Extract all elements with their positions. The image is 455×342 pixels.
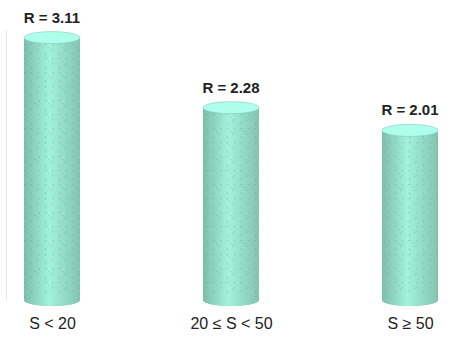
cylinder-texture [24, 38, 80, 300]
cylinder-texture [203, 108, 259, 300]
cylinder-top [203, 102, 259, 114]
x-tick: S < 20 [29, 312, 76, 332]
x-tick: 20 ≤ S < 50 [190, 312, 272, 332]
chart: R = 3.11 R = 2.28 R = 2.01 S < 20 20 ≤ S < 5… [0, 0, 455, 342]
x-axis: S < 20 20 ≤ S < 50 S ≥ 50 [29, 312, 434, 332]
y-axis [6, 31, 7, 301]
cylinder [382, 124, 438, 306]
cylinder-bottom [203, 294, 259, 306]
data-label: R = 2.28 [202, 79, 259, 96]
cylinder [203, 102, 259, 306]
cylinder-bottom [382, 294, 438, 306]
x-tick-label: S ≥ 50 [387, 315, 433, 332]
cylinder-side [382, 130, 438, 300]
cylinder [24, 32, 80, 306]
data-label: R = 3.11 [24, 9, 80, 26]
x-tick-label: S < 20 [29, 315, 76, 332]
data-label: R = 2.01 [381, 101, 438, 118]
cylinder-base [203, 294, 259, 306]
cylinder-side [24, 38, 80, 300]
cylinder-base [24, 294, 80, 306]
y-axis-line [6, 31, 7, 301]
cylinder-top [382, 124, 438, 136]
bars [24, 32, 438, 306]
data-labels: R = 3.11 R = 2.28 R = 2.01 [24, 9, 439, 119]
cylinder-top [24, 32, 80, 44]
cylinder-bottom [24, 294, 80, 306]
cylinder-base [382, 294, 438, 306]
x-tick: S ≥ 50 [387, 312, 433, 332]
cylinder-side [203, 108, 259, 300]
cylinder-texture [382, 130, 438, 300]
x-tick-label: 20 ≤ S < 50 [190, 315, 272, 332]
